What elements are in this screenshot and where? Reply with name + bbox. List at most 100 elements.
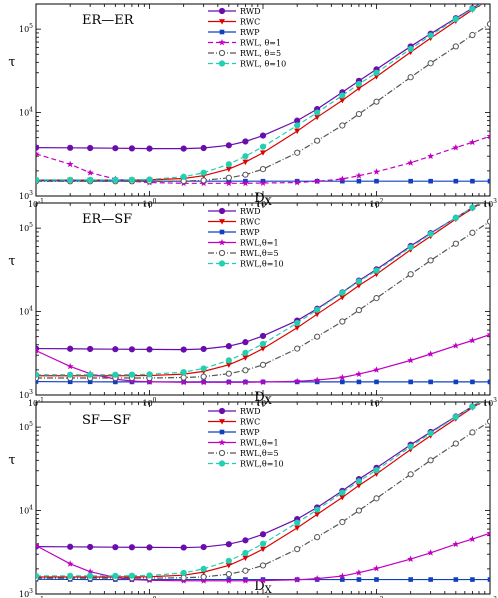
data-point — [487, 0, 493, 1]
data-point — [452, 413, 459, 421]
data-point — [314, 306, 321, 313]
data-point — [452, 240, 459, 247]
panel-title: ER—ER — [82, 13, 135, 28]
data-point — [373, 366, 380, 373]
y-axis-label: τ — [8, 254, 15, 269]
y-tick-label: 103 — [19, 588, 33, 598]
data-point — [427, 257, 434, 264]
data-point — [407, 74, 414, 81]
data-point — [452, 440, 459, 447]
data-point — [487, 178, 490, 184]
data-point — [314, 511, 321, 518]
data-point — [242, 549, 249, 557]
data-point — [427, 230, 434, 238]
data-point — [242, 138, 249, 145]
data-point — [112, 572, 119, 579]
data-point — [294, 325, 301, 331]
data-point — [339, 92, 346, 99]
y-tick-label: 103 — [19, 389, 33, 400]
data-point — [339, 318, 346, 325]
data-point — [407, 443, 414, 450]
x-tick-label: 100 — [142, 198, 156, 209]
data-point — [428, 577, 433, 582]
legend-label: RWP — [240, 228, 260, 237]
data-point — [294, 546, 301, 553]
series-4 — [36, 330, 490, 386]
data-point — [427, 430, 434, 437]
data-point — [486, 529, 490, 537]
data-point — [200, 169, 207, 176]
data-point — [36, 572, 40, 579]
data-point — [66, 160, 74, 168]
data-point — [259, 531, 267, 538]
y-tick-label: 105 — [19, 23, 33, 34]
data-point — [67, 371, 74, 378]
data-point — [66, 560, 74, 567]
data-point — [486, 418, 490, 425]
data-point — [128, 371, 136, 378]
legend-label: RWL,θ=1 — [240, 439, 279, 448]
y-tick-label: 103 — [19, 190, 33, 201]
data-point — [225, 370, 232, 377]
data-point — [36, 379, 39, 384]
data-point — [453, 178, 459, 184]
legend-label: RWC — [240, 218, 260, 227]
legend-marker — [219, 419, 225, 425]
data-point — [259, 143, 267, 150]
data-point — [314, 534, 321, 541]
data-point — [36, 347, 40, 354]
data-point — [373, 267, 380, 274]
legend-marker — [218, 249, 226, 257]
data-point — [200, 378, 208, 386]
data-point — [146, 145, 153, 152]
x-tick-label: 10-1 — [28, 198, 44, 209]
data-point — [452, 43, 459, 50]
data-point — [128, 176, 136, 183]
legend-label: RWC — [240, 18, 260, 27]
y-axis-label: τ — [8, 55, 15, 70]
data-point — [146, 371, 153, 378]
data-point — [200, 573, 207, 581]
data-point — [260, 346, 266, 352]
legend-marker — [218, 49, 226, 57]
data-point — [241, 577, 249, 584]
data-point — [146, 176, 153, 183]
data-point — [241, 179, 249, 187]
data-point — [470, 178, 475, 184]
panel-2: 10-1 100 101 102 103103104105DXτER—SFRWDRWCR… — [8, 202, 497, 408]
data-point — [408, 577, 413, 582]
data-point — [294, 149, 301, 156]
data-point — [293, 178, 301, 186]
data-layer — [36, 402, 490, 584]
data-point — [486, 330, 490, 338]
data-point — [180, 374, 187, 381]
data-point — [374, 577, 379, 582]
data-point — [242, 367, 249, 374]
legend-marker — [218, 460, 226, 467]
data-point — [112, 371, 119, 378]
data-point — [314, 137, 321, 144]
data-point — [373, 98, 380, 105]
data-point — [36, 542, 40, 549]
data-point — [225, 577, 233, 584]
data-point — [338, 373, 346, 381]
data-point — [66, 362, 74, 370]
x-axis-label: DX — [254, 191, 272, 208]
data-point — [225, 142, 232, 149]
data-point — [469, 204, 476, 211]
legend-label: RWL,θ=1 — [240, 239, 279, 248]
legend-marker — [218, 207, 226, 215]
data-point — [225, 174, 232, 181]
data-point — [242, 355, 249, 361]
data-point — [314, 311, 321, 318]
data-point — [453, 577, 459, 582]
x-tick-label: 100 — [142, 397, 156, 408]
y-tick-label: 105 — [19, 222, 33, 233]
legend-label: RWD — [240, 407, 260, 416]
legend-marker — [219, 29, 225, 35]
data-point — [242, 339, 249, 346]
data-point — [469, 403, 476, 410]
data-point — [338, 175, 346, 182]
data-point — [86, 169, 94, 176]
